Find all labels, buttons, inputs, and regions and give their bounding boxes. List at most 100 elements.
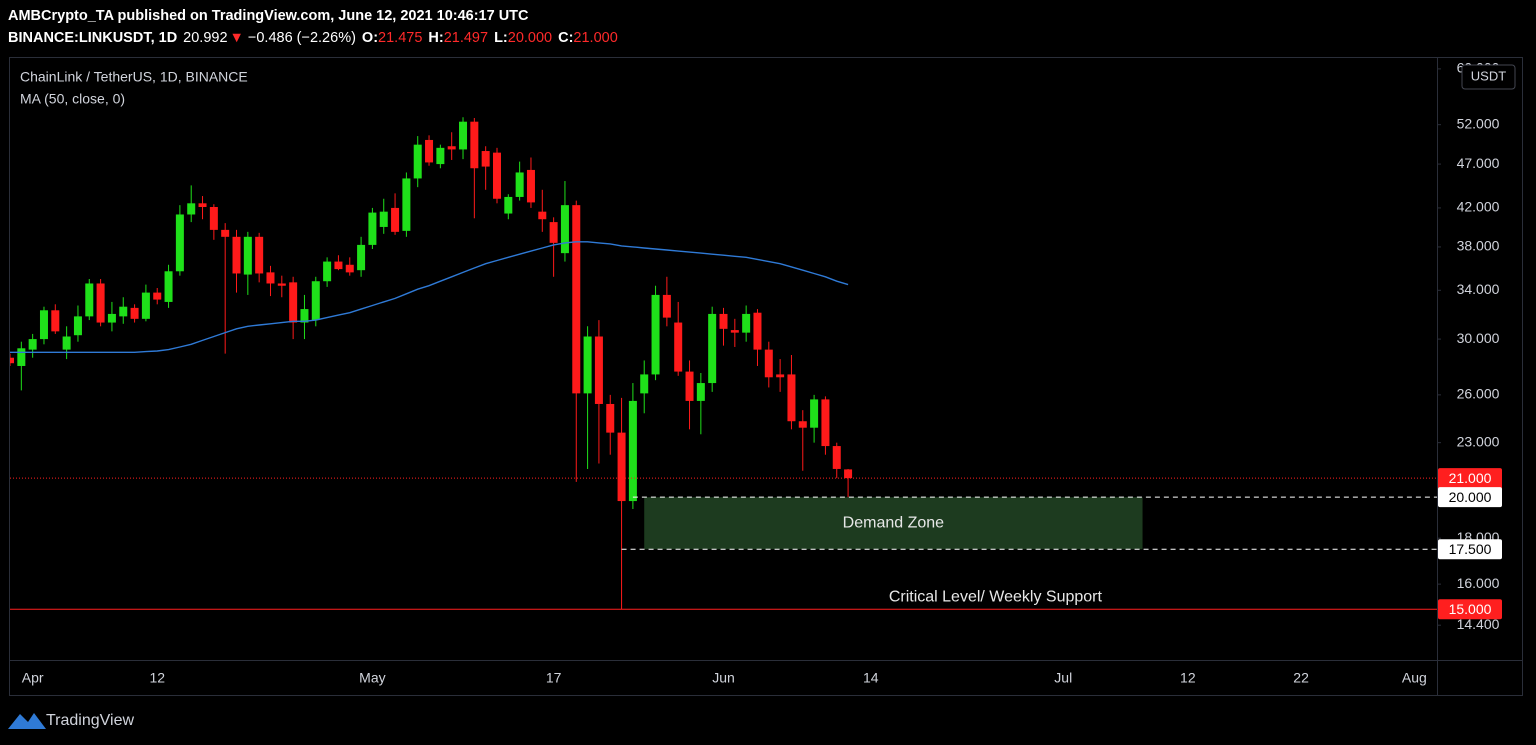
change-arrow: ▼ — [230, 30, 244, 46]
ohlc-value: 21.475 — [378, 30, 422, 46]
x-tick-label: 14 — [863, 670, 879, 686]
x-tick-label: 22 — [1293, 670, 1309, 686]
candle-body — [470, 121, 479, 169]
candle-body — [391, 207, 400, 232]
candle-body — [459, 121, 468, 150]
candle-body — [730, 330, 739, 333]
price-badge-label: 17.500 — [1449, 541, 1492, 557]
ohlc-value: 20.000 — [508, 30, 552, 46]
candle-body — [662, 294, 671, 318]
candle-body — [549, 222, 558, 243]
ohlc-value: 21.497 — [444, 30, 488, 46]
y-tick-label: 52.000 — [1457, 115, 1500, 131]
candle-body — [153, 292, 162, 300]
ohlc-label: O: — [362, 30, 378, 46]
candle-body — [175, 214, 184, 272]
candle-body — [753, 312, 762, 350]
candle-body — [606, 403, 615, 433]
candle-body — [119, 306, 128, 317]
candle-body — [379, 211, 388, 227]
candle-body — [640, 374, 649, 394]
y-tick-label: 14.400 — [1457, 616, 1500, 632]
price-badge — [1438, 599, 1502, 620]
x-tick-label: Jun — [712, 670, 735, 686]
moving-average — [10, 241, 849, 353]
candle-body — [708, 313, 717, 384]
price-badge-label: 20.000 — [1449, 489, 1492, 505]
candle-body — [481, 151, 490, 167]
candle-body — [51, 310, 60, 332]
change: −0.486 (−2.26%) — [248, 30, 356, 46]
candle-body — [345, 264, 354, 273]
zone-label: Demand Zone — [843, 514, 944, 531]
candle-body — [198, 203, 207, 207]
candle-body — [526, 169, 535, 203]
x-tick-label: 12 — [149, 670, 165, 686]
candle-body — [832, 446, 841, 469]
candle-body — [221, 229, 230, 237]
price-badge — [1438, 487, 1502, 508]
candle-body — [447, 146, 456, 150]
symbol-line: BINANCE:LINKUSDT, 1D 20.992 ▼ −0.486 (−2.26… — [8, 30, 618, 46]
candle-body — [515, 172, 524, 197]
logo-icon — [8, 713, 46, 729]
candle-body — [141, 292, 150, 319]
candle-body — [73, 316, 82, 336]
candle-body — [787, 374, 796, 422]
y-tick-label: 38.000 — [1457, 238, 1500, 254]
y-tick-label: 47.000 — [1457, 155, 1500, 171]
price-badge — [1438, 539, 1502, 560]
candle-body — [560, 205, 569, 254]
price-badge-label: 15.000 — [1449, 601, 1492, 617]
candle-body — [617, 432, 626, 502]
candle-body — [289, 282, 298, 323]
candle-body — [357, 244, 366, 271]
candle-body — [323, 261, 332, 282]
candle-body — [17, 348, 26, 366]
candle-body — [674, 322, 683, 372]
candle-body — [39, 310, 48, 340]
x-tick-label: Jul — [1054, 670, 1072, 686]
x-tick-label: 17 — [546, 670, 562, 686]
candle-body — [436, 147, 445, 165]
demand-zone — [644, 497, 1143, 550]
candle-body — [538, 211, 547, 220]
x-tick-label: May — [359, 670, 385, 686]
y-unit: USDT — [1471, 68, 1506, 83]
candle-body — [696, 383, 705, 401]
candle-body — [300, 309, 309, 323]
ohlc-label: C: — [558, 30, 573, 46]
candle-body — [255, 236, 264, 274]
publisher: AMBCrypto_TA published on TradingView.co… — [8, 8, 529, 24]
brand: TradingView — [46, 712, 134, 729]
candle-body — [594, 336, 603, 404]
candle-body — [628, 400, 637, 502]
candle-body — [164, 271, 173, 302]
candle-body — [187, 203, 196, 215]
candle-body — [764, 349, 773, 378]
ohlc-value: 21.000 — [573, 30, 617, 46]
candle-body — [243, 236, 252, 275]
y-tick-label: 16.000 — [1457, 575, 1500, 591]
candle-body — [798, 421, 807, 428]
candle-body — [719, 313, 728, 329]
x-tick-label: 12 — [1180, 670, 1196, 686]
plot-area — [10, 117, 1143, 610]
candle-body — [266, 272, 275, 284]
candle-body — [85, 283, 94, 317]
last-price: 20.992 — [183, 30, 227, 46]
footer-logo: TradingView — [8, 712, 134, 729]
candle-body — [96, 283, 105, 323]
candle-body — [402, 178, 411, 231]
candle-body — [583, 336, 592, 394]
ohlc-label: H: — [428, 30, 443, 46]
candle-body — [107, 313, 116, 323]
candle-body — [368, 212, 377, 245]
candle-body — [844, 469, 853, 479]
y-tick-label: 34.000 — [1457, 281, 1500, 297]
publisher-line: AMBCrypto_TA published on TradingView.co… — [8, 8, 529, 24]
y-tick-label: 30.000 — [1457, 330, 1500, 346]
candle-body — [277, 283, 286, 286]
symbol: BINANCE:LINKUSDT, 1D — [8, 30, 177, 46]
